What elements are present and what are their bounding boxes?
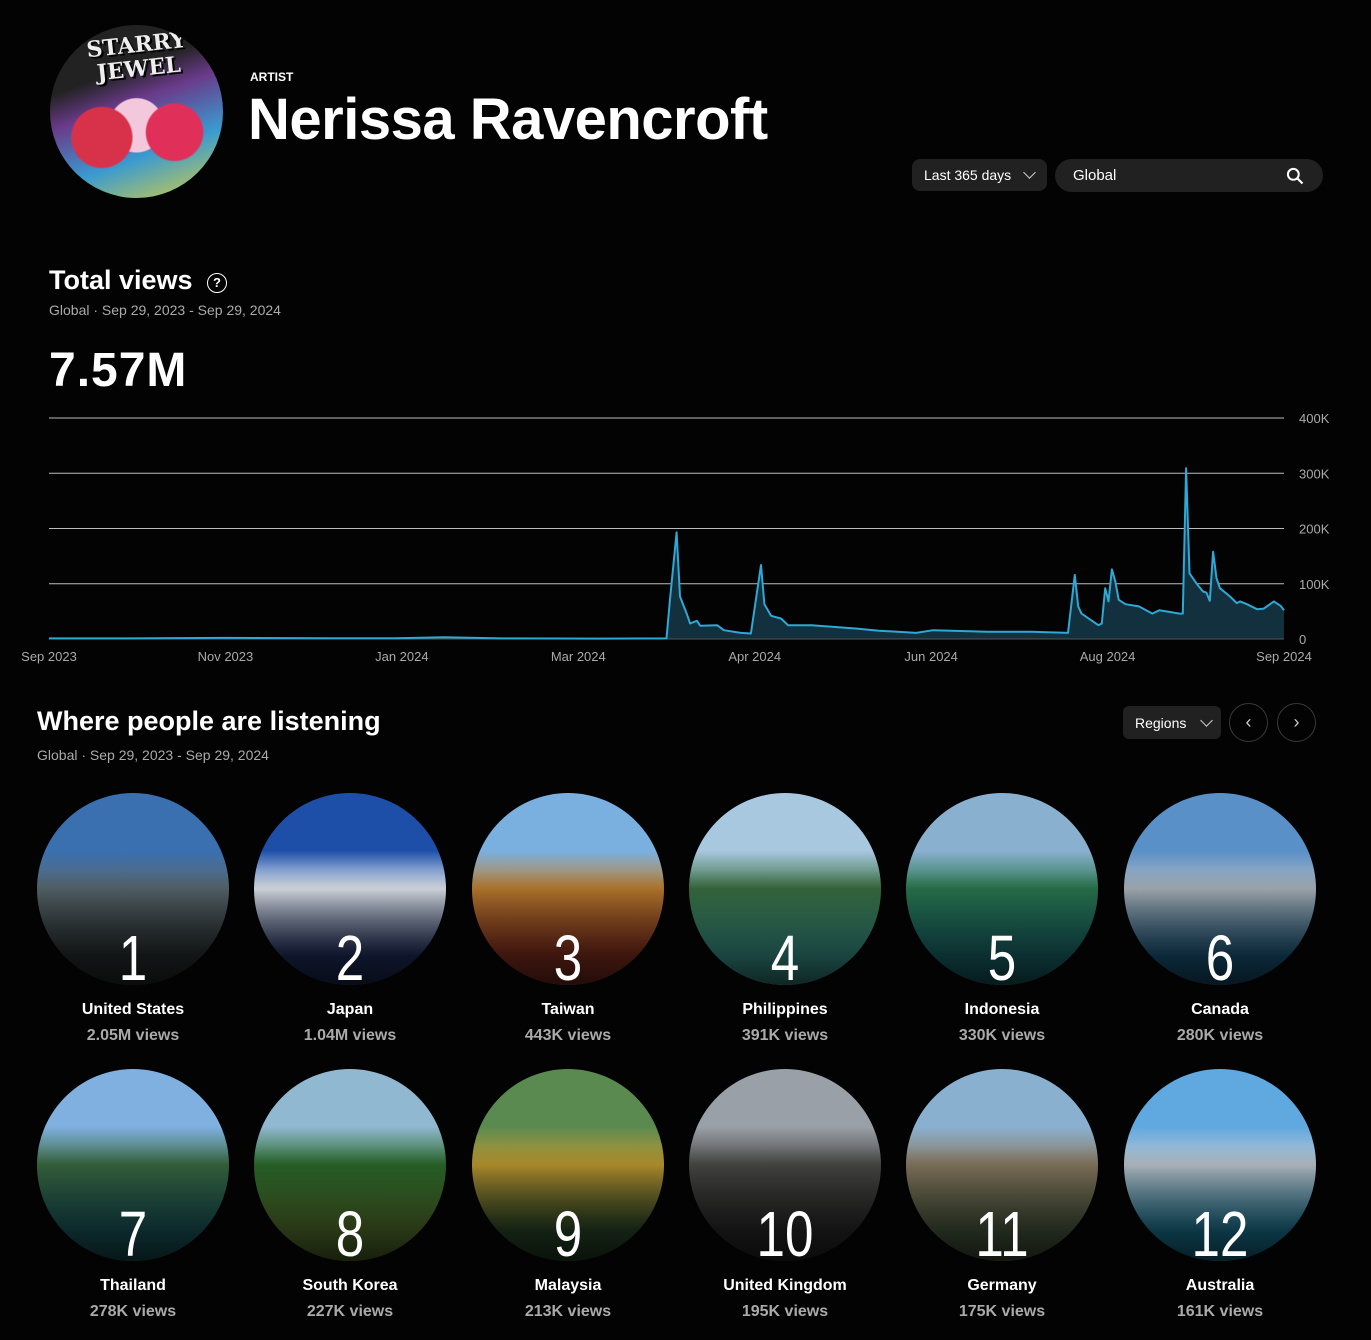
country-card[interactable]: 4 Philippines 391K views xyxy=(685,793,885,1045)
country-card[interactable]: 10 United Kingdom 195K views xyxy=(685,1069,885,1321)
country-rank: 11 xyxy=(975,1198,1029,1261)
country-views: 443K views xyxy=(524,1027,612,1044)
country-rank: 5 xyxy=(987,922,1017,985)
listening-title: Where people are listening xyxy=(37,706,381,736)
search-icon[interactable] xyxy=(1285,166,1305,186)
artist-name: Nerissa Ravencroft xyxy=(248,87,768,152)
country-rank: 1 xyxy=(118,922,148,985)
country-name: Japan xyxy=(326,1001,374,1018)
y-tick-label: 200K xyxy=(1299,522,1330,537)
country-name: Thailand xyxy=(100,1277,166,1294)
country-card[interactable]: 1 United States 2.05M views xyxy=(33,793,233,1045)
prev-button[interactable]: ‹ xyxy=(1229,703,1268,742)
country-image: 3 xyxy=(472,793,664,985)
x-tick-label: Sep 2023 xyxy=(21,649,77,664)
y-tick-label: 0 xyxy=(1299,632,1306,647)
chevron-down-icon xyxy=(1023,166,1037,179)
avatar-logo-text: STARRY JEWEL xyxy=(85,26,188,87)
country-views: 1.04M views xyxy=(303,1027,397,1044)
total-views-chart: 0 100K 200K 300K 400K Sep 2023 Nov 2023 Jan 202… xyxy=(21,411,1330,664)
country-name: Taiwan xyxy=(541,1001,595,1018)
country-name: Indonesia xyxy=(964,1001,1040,1018)
country-image: 5 xyxy=(906,793,1098,985)
total-views-value: 7.57M xyxy=(49,344,188,397)
country-name: Philippines xyxy=(742,1001,828,1018)
country-card[interactable]: 7 Thailand 278K views xyxy=(33,1069,233,1321)
country-image: 2 xyxy=(254,793,446,985)
listening-subtitle: Global · Sep 29, 2023 - Sep 29, 2024 xyxy=(37,747,269,763)
country-views: 161K views xyxy=(1176,1303,1264,1320)
country-views: 195K views xyxy=(741,1303,829,1320)
x-tick-label: Aug 2024 xyxy=(1080,649,1136,664)
x-tick-label: Mar 2024 xyxy=(551,649,606,664)
y-tick-label: 400K xyxy=(1299,411,1330,426)
country-name: Germany xyxy=(967,1277,1037,1294)
country-name: South Korea xyxy=(302,1277,398,1294)
views-area xyxy=(49,468,1284,639)
chevron-down-icon xyxy=(1200,713,1214,727)
regions-select[interactable]: Regions xyxy=(1123,706,1221,739)
country-name: United States xyxy=(81,1001,185,1018)
total-views-title: Total views xyxy=(49,265,193,295)
country-card[interactable]: 12 Australia 161K views xyxy=(1120,1069,1320,1321)
country-image: 1 xyxy=(37,793,229,985)
date-range-select[interactable]: Last 365 days xyxy=(912,159,1047,191)
country-views: 227K views xyxy=(306,1303,394,1320)
help-icon[interactable]: ? xyxy=(207,273,227,293)
country-image: 4 xyxy=(689,793,881,985)
next-button[interactable]: › xyxy=(1277,703,1316,742)
region-search-input[interactable]: Global xyxy=(1055,159,1323,192)
country-rank: 9 xyxy=(553,1198,583,1261)
country-views: 175K views xyxy=(958,1303,1046,1320)
y-tick-label: 300K xyxy=(1299,466,1330,481)
country-rank: 6 xyxy=(1205,922,1235,985)
country-image: 12 xyxy=(1124,1069,1316,1261)
country-views: 391K views xyxy=(741,1027,829,1044)
country-rank: 4 xyxy=(770,922,800,985)
country-card[interactable]: 6 Canada 280K views xyxy=(1120,793,1320,1045)
x-tick-label: Jun 2024 xyxy=(904,649,958,664)
country-views: 2.05M views xyxy=(86,1027,180,1044)
x-tick-label: Jan 2024 xyxy=(375,649,429,664)
country-image: 6 xyxy=(1124,793,1316,985)
x-tick-label: Apr 2024 xyxy=(728,649,781,664)
country-name: Malaysia xyxy=(534,1277,602,1294)
views-line xyxy=(48,467,1285,640)
country-image: 11 xyxy=(906,1069,1098,1261)
chevron-right-icon: › xyxy=(1293,712,1300,732)
country-image: 7 xyxy=(37,1069,229,1261)
y-tick-label: 100K xyxy=(1299,577,1330,592)
country-image: 8 xyxy=(254,1069,446,1261)
country-image: 10 xyxy=(689,1069,881,1261)
country-rank: 10 xyxy=(756,1198,814,1261)
total-views-subtitle: Global · Sep 29, 2023 - Sep 29, 2024 xyxy=(49,302,281,318)
country-image: 9 xyxy=(472,1069,664,1261)
x-tick-label: Nov 2023 xyxy=(198,649,254,664)
x-tick-label: Sep 2024 xyxy=(1256,649,1312,664)
country-rank: 3 xyxy=(553,922,583,985)
country-card[interactable]: 3 Taiwan 443K views xyxy=(468,793,668,1045)
artist-kicker: ARTIST xyxy=(250,70,294,84)
region-search-value: Global xyxy=(1073,167,1117,184)
country-card[interactable]: 9 Malaysia 213K views xyxy=(468,1069,668,1321)
country-card[interactable]: 5 Indonesia 330K views xyxy=(902,793,1102,1045)
country-rank: 12 xyxy=(1191,1198,1249,1261)
country-views: 213K views xyxy=(524,1303,612,1320)
regions-label: Regions xyxy=(1135,714,1187,731)
country-rank: 8 xyxy=(335,1198,365,1261)
artist-avatar: STARRY JEWEL xyxy=(50,25,223,198)
country-name: Canada xyxy=(1191,1001,1249,1018)
country-card[interactable]: 8 South Korea 227K views xyxy=(250,1069,450,1321)
country-card[interactable]: 2 Japan 1.04M views xyxy=(250,793,450,1045)
country-name: Australia xyxy=(1185,1277,1255,1294)
country-rank: 2 xyxy=(335,922,365,985)
country-views: 280K views xyxy=(1176,1027,1264,1044)
country-name: United Kingdom xyxy=(723,1277,847,1294)
country-views: 278K views xyxy=(89,1303,177,1320)
country-rank: 7 xyxy=(118,1198,148,1261)
date-range-label: Last 365 days xyxy=(924,167,1012,183)
chevron-left-icon: ‹ xyxy=(1245,712,1252,732)
country-views: 330K views xyxy=(958,1027,1046,1044)
country-card[interactable]: 11 Germany 175K views xyxy=(902,1069,1102,1321)
